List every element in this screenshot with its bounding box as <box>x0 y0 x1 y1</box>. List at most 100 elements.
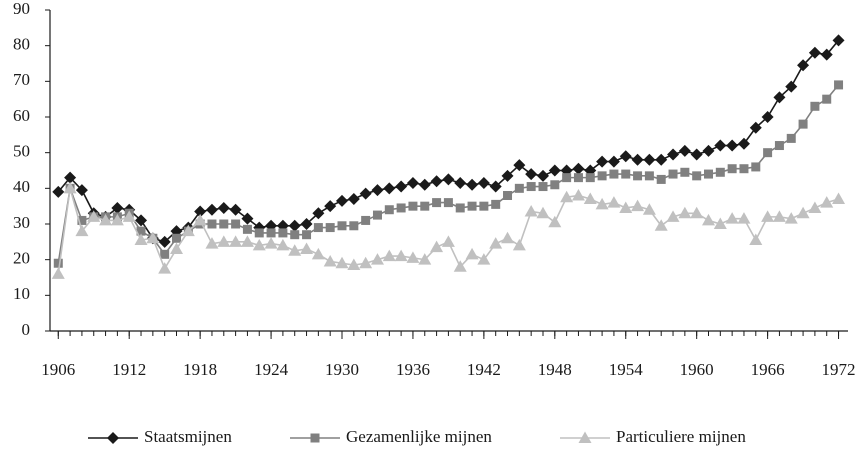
data-point <box>550 180 560 190</box>
data-point <box>99 213 113 226</box>
data-point <box>501 169 514 182</box>
legend-marker <box>310 433 320 443</box>
data-point <box>359 187 372 200</box>
data-point <box>609 169 619 179</box>
data-point <box>644 171 654 181</box>
data-point <box>349 221 359 231</box>
data-point <box>631 199 645 212</box>
data-point <box>193 213 207 226</box>
data-point <box>832 34 845 47</box>
data-point <box>335 256 349 269</box>
data-point <box>64 171 77 184</box>
data-point <box>110 213 124 226</box>
data-point <box>134 233 148 246</box>
data-point <box>656 174 666 184</box>
data-point <box>642 203 656 215</box>
y-tick-label: 80 <box>13 35 30 54</box>
data-point <box>621 169 631 179</box>
data-point <box>631 153 644 166</box>
data-point <box>288 219 301 232</box>
x-tick-label: 1906 <box>41 360 75 379</box>
data-point <box>242 224 252 234</box>
data-point <box>370 253 384 265</box>
data-point <box>466 178 479 191</box>
data-point <box>325 223 335 233</box>
data-point <box>420 201 430 211</box>
data-point <box>477 253 491 265</box>
data-point <box>312 207 325 220</box>
data-point <box>761 210 775 222</box>
data-point <box>562 173 572 183</box>
data-point <box>406 251 420 263</box>
data-point <box>382 249 396 262</box>
x-tick-label: 1972 <box>822 360 856 379</box>
data-point <box>266 228 276 238</box>
data-point <box>383 182 396 195</box>
data-point <box>418 253 432 265</box>
data-point <box>207 219 217 229</box>
data-point <box>678 206 692 219</box>
data-point <box>384 205 394 215</box>
data-point <box>713 217 727 229</box>
data-point <box>87 210 101 222</box>
data-point <box>726 139 739 152</box>
data-point <box>264 237 278 249</box>
data-point <box>455 203 465 213</box>
data-point <box>371 184 384 197</box>
data-point <box>737 137 750 150</box>
data-point <box>785 80 798 93</box>
data-point <box>573 173 583 183</box>
data-point <box>820 196 834 208</box>
x-tick-label: 1948 <box>538 360 572 379</box>
data-point <box>820 48 833 61</box>
data-point <box>302 230 312 240</box>
data-point <box>761 111 774 123</box>
data-point <box>797 59 810 72</box>
data-point <box>654 219 668 231</box>
data-point <box>583 192 597 205</box>
y-tick-label: 40 <box>13 177 30 196</box>
data-point <box>714 139 727 152</box>
data-point <box>834 80 844 90</box>
data-point <box>560 190 574 203</box>
data-point <box>796 206 810 219</box>
data-point <box>503 190 513 200</box>
data-point <box>111 201 124 214</box>
data-point <box>337 221 347 231</box>
data-point <box>774 141 784 151</box>
data-point <box>680 167 690 177</box>
data-point <box>810 101 820 111</box>
data-point <box>205 237 219 249</box>
y-tick-label: 0 <box>22 320 31 339</box>
data-point <box>477 176 490 189</box>
legend-label: Gezamenlijke mijnen <box>346 427 492 446</box>
data-point <box>727 164 737 174</box>
data-point <box>241 212 254 225</box>
data-point <box>772 210 786 222</box>
data-point <box>278 228 288 238</box>
data-point <box>217 201 230 214</box>
data-point <box>231 219 241 229</box>
data-point <box>524 205 538 217</box>
data-point <box>324 200 337 213</box>
data-point <box>441 235 455 247</box>
data-point <box>205 203 218 216</box>
y-tick-label: 90 <box>13 0 30 18</box>
legend-label: Staatsmijnen <box>144 427 232 446</box>
data-point <box>571 188 585 201</box>
data-point <box>158 262 172 274</box>
data-point <box>160 249 170 259</box>
data-point <box>63 181 77 194</box>
data-point <box>538 182 548 192</box>
data-point <box>808 46 821 59</box>
x-tick-label: 1960 <box>680 360 714 379</box>
data-point <box>300 242 314 254</box>
data-point <box>418 178 431 191</box>
data-point <box>135 214 148 227</box>
data-point <box>313 223 323 233</box>
data-point <box>442 173 455 186</box>
data-point <box>491 199 501 209</box>
y-tick-label: 60 <box>13 106 30 125</box>
x-tick-label: 1942 <box>467 360 501 379</box>
